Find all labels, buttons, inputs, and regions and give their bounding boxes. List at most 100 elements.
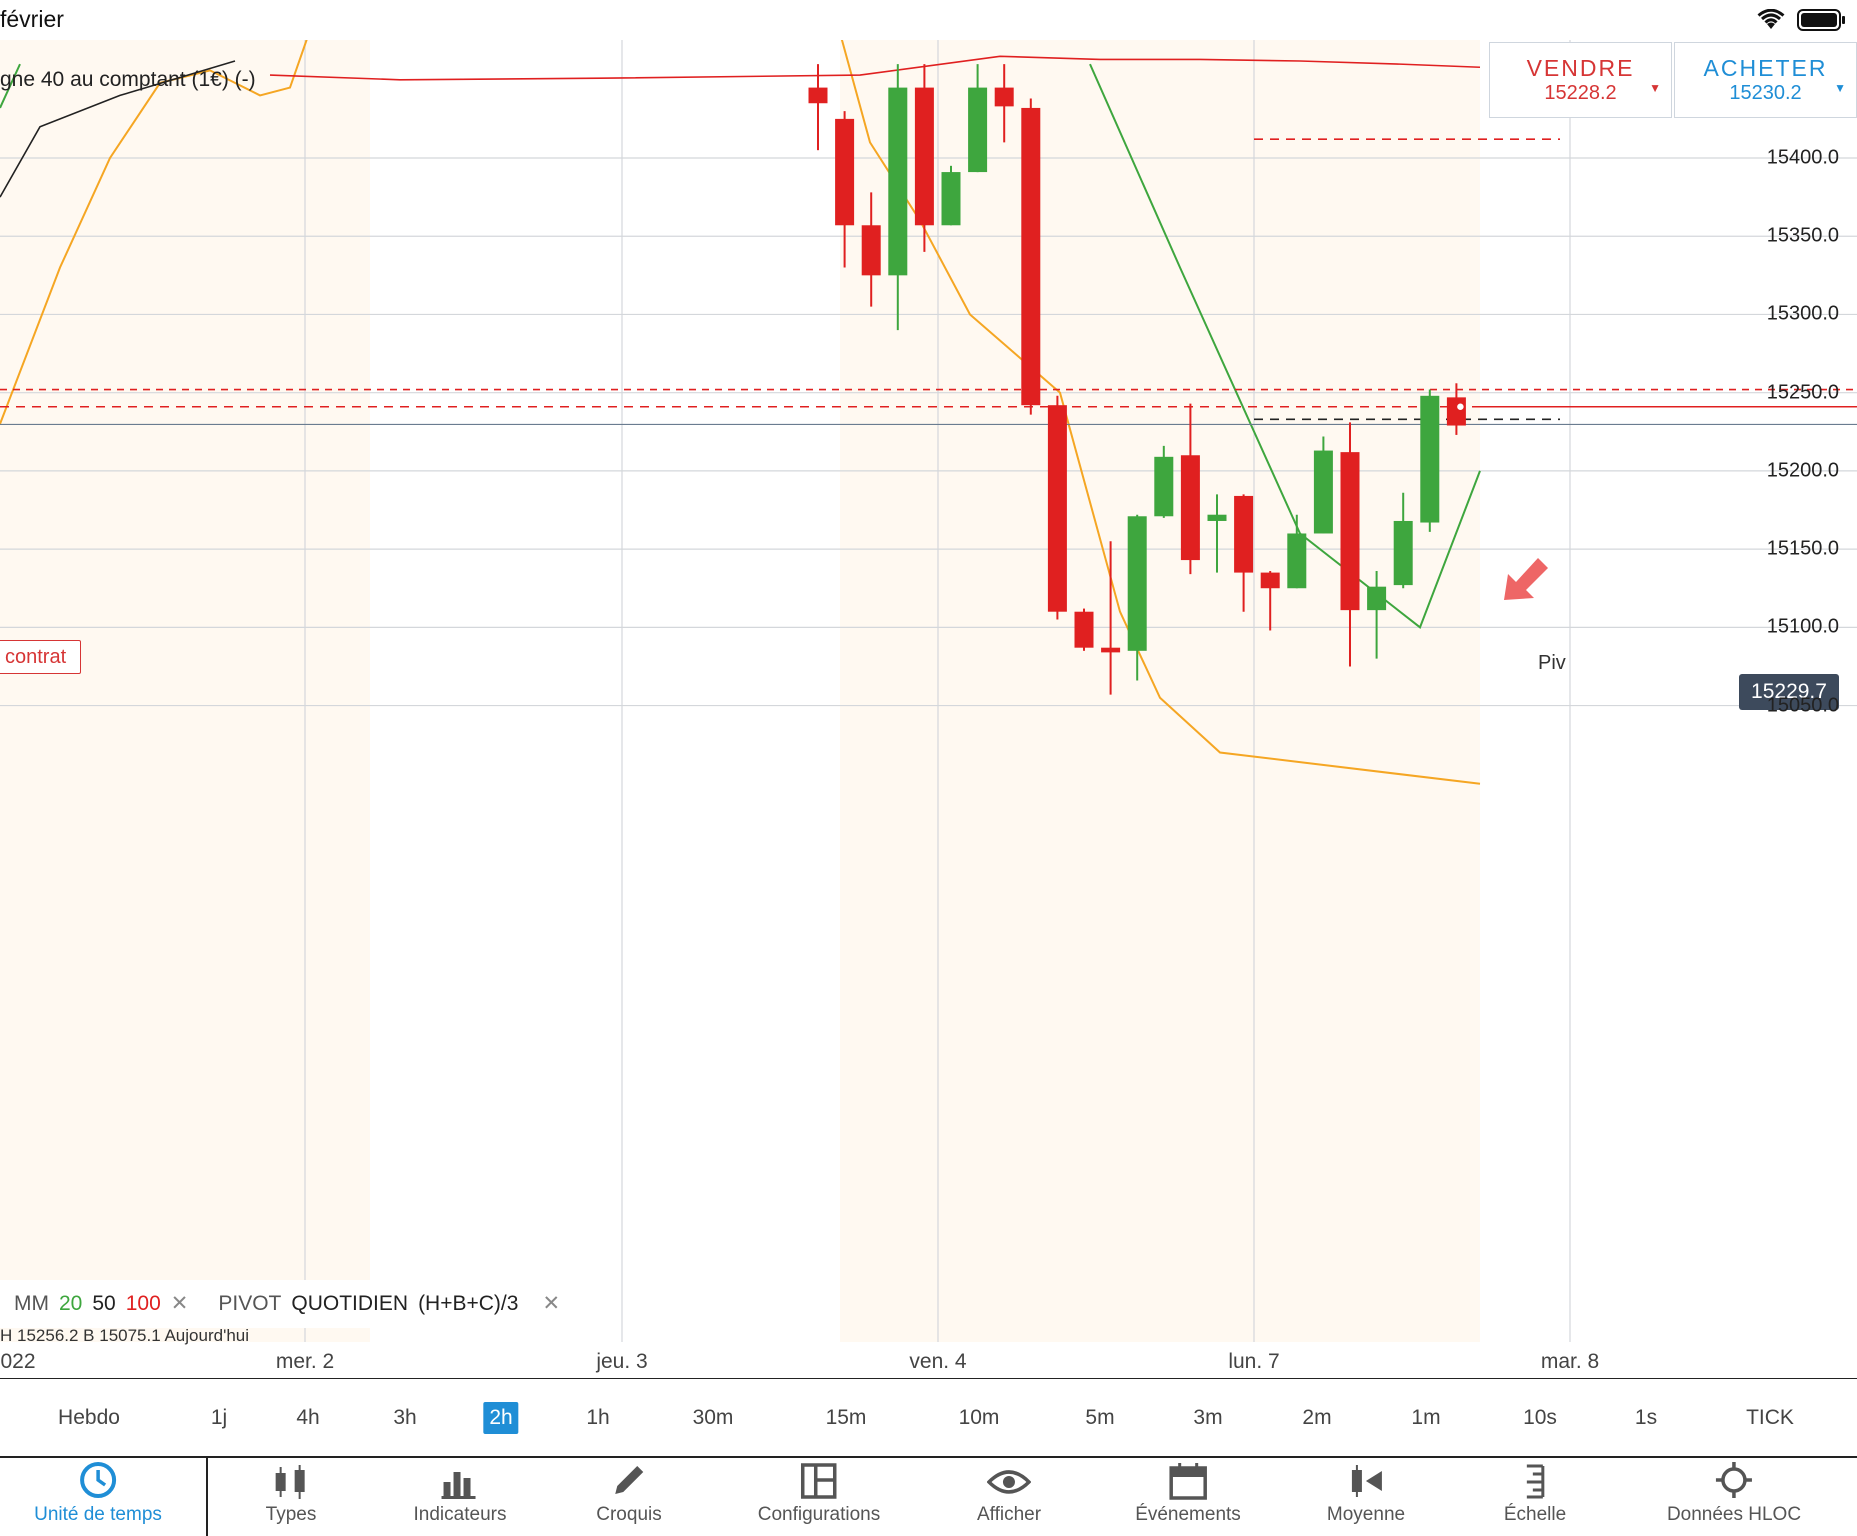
y-tick-label: 15100.0 [1766,615,1839,638]
toolbar-clock-button[interactable]: Unité de temps [34,1456,162,1536]
candle-body [941,172,961,226]
toolbar-label: Moyenne [1326,1504,1406,1525]
price-chart[interactable] [0,40,1857,1342]
bottom-toolbar: Unité de temps Types Indicateurs Croquis Con… [0,1456,1857,1536]
battery-icon [1797,9,1845,31]
calendar-icon [1135,1456,1241,1500]
timeframe-15m[interactable]: 15m [825,1406,867,1429]
candle-body [835,118,855,226]
timeframe-1m[interactable]: 1m [1411,1406,1441,1429]
last-price-dot [1455,402,1466,412]
toolbar-candlestick-button[interactable]: Types [265,1456,317,1536]
candle-body [1127,516,1147,651]
y-tick-label: 15150.0 [1766,537,1839,560]
bar-chart-icon [414,1456,507,1500]
y-tick-label: 15400.0 [1766,146,1839,169]
toolbar-average-button[interactable]: Moyenne [1327,1456,1405,1536]
timeframe-3h[interactable]: 3h [393,1406,417,1429]
timeframe-30m[interactable]: 30m [692,1406,734,1429]
candle-body [1313,450,1333,534]
timeframe-10m[interactable]: 10m [958,1406,1000,1429]
pivot-legend-label: PIVOT [218,1292,282,1315]
candle-body [1234,495,1254,573]
timeframe-3m[interactable]: 3m [1193,1406,1223,1429]
sell-price: 15228.2 [1544,82,1617,104]
clock-icon [34,1456,162,1500]
scale-icon [1504,1456,1566,1500]
toolbar-calendar-button[interactable]: Événements [1135,1456,1241,1536]
timeframe-1h[interactable]: 1h [586,1406,610,1429]
average-icon [1327,1456,1405,1500]
toolbar-label: Configurations [757,1504,881,1525]
timeframe-hebdo[interactable]: Hebdo [58,1406,120,1429]
caret-down-icon: ▼ [1649,81,1661,95]
candle-body [1047,405,1067,612]
toolbar-label: Croquis [596,1504,662,1525]
toolbar-label: Afficher [976,1504,1042,1525]
caret-down-icon: ▼ [1834,81,1846,95]
pivot-formula-label: (H+B+C)/3 [418,1292,519,1315]
buy-button[interactable]: ACHETER 15230.2 ▼ [1674,42,1857,118]
remove-mm-icon[interactable]: ✕ [170,1292,189,1315]
timeframe-4h[interactable]: 4h [296,1406,320,1429]
timeframe-10s[interactable]: 10s [1523,1406,1557,1429]
toolbar-scale-button[interactable]: Échelle [1504,1456,1566,1536]
sell-label: VENDRE [1526,55,1635,81]
status-bar: février [0,0,1857,40]
toolbar-layout-button[interactable]: Configurations [757,1456,881,1536]
x-axis: 022 mer. 2 jeu. 3 ven. 4 lun. 7 mar. 8 [0,1342,1857,1379]
candle-body [1021,107,1041,406]
candle-body [968,87,988,173]
candle-body [1420,395,1440,523]
candle-body [1340,452,1360,611]
remove-pivot-icon[interactable]: ✕ [542,1292,561,1315]
x-tick-label: jeu. 3 [596,1350,648,1373]
x-tick-label: mer. 2 [275,1350,335,1373]
mm20-line [1089,63,1481,629]
y-tick-label: 15050.0 [1766,694,1839,717]
y-tick-label: 15300.0 [1766,302,1839,325]
mm100-label: 100 [125,1292,161,1315]
timeframe-tick[interactable]: TICK [1746,1406,1794,1429]
eye-icon [977,1456,1041,1500]
candle-body [994,87,1014,107]
candle-body [1101,647,1121,653]
timeframe-1s[interactable]: 1s [1634,1406,1658,1429]
arrow-marker-icon [1504,558,1548,600]
candle-body [914,87,934,226]
timeframe-5m[interactable]: 5m [1085,1406,1115,1429]
toolbar-crosshair-button[interactable]: Données HLOC [1667,1456,1801,1536]
candle-body [1207,514,1227,521]
status-title: février [0,6,64,32]
pivot-label: Piv [1538,652,1566,674]
candle-body [1393,520,1413,586]
candle-body [1446,397,1466,426]
candle-body [1260,572,1280,589]
mm-label: MM [14,1292,49,1315]
indicator-legend: MM 20 50 100 ✕ PIVOT QUOTIDIEN (H+B+C)/3… [0,1280,620,1328]
timeframe-1j[interactable]: 1j [210,1406,228,1429]
toolbar-label: Unité de temps [34,1504,162,1525]
toolbar-label: Types [265,1504,317,1525]
x-tick-label: ven. 4 [909,1350,967,1373]
mm20-line [0,63,21,109]
candle-body [888,87,908,276]
timeframe-2m[interactable]: 2m [1302,1406,1332,1429]
contract-tag[interactable]: contrat [0,640,82,674]
toolbar-label: Échelle [1503,1504,1567,1525]
toolbar-divider [206,1456,208,1536]
toolbar-bar-chart-button[interactable]: Indicateurs [413,1456,507,1536]
toolbar-label: Données HLOC [1666,1504,1802,1525]
pencil-icon [596,1456,661,1500]
y-tick-label: 15200.0 [1766,459,1839,482]
toolbar-pencil-button[interactable]: Croquis [596,1456,662,1536]
candle-body [1180,455,1200,561]
toolbar-label: Indicateurs [413,1504,507,1525]
x-tick-label: 022 [0,1350,36,1373]
timeframe-2h[interactable]: 2h [483,1402,519,1434]
buy-label: ACHETER [1703,55,1828,81]
toolbar-eye-button[interactable]: Afficher [977,1456,1041,1536]
candlestick-icon [266,1456,317,1500]
candle-body [1074,611,1094,648]
sell-button[interactable]: VENDRE 15228.2 ▼ [1489,42,1672,118]
